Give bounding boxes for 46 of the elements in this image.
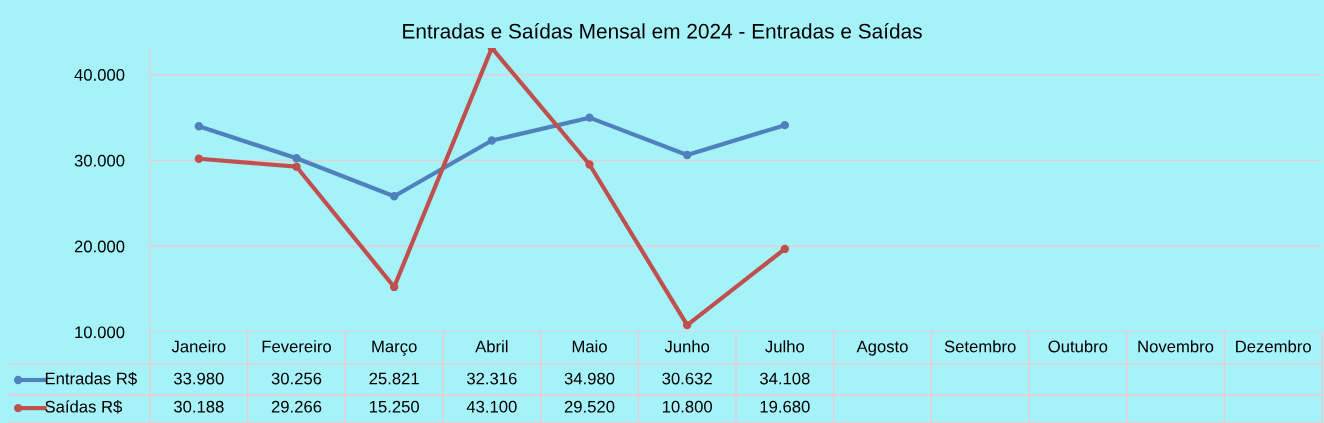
x-tick-label: Janeiro <box>171 340 226 353</box>
data-label: 34.980 <box>564 372 615 385</box>
point <box>585 160 594 169</box>
data-label: 25.821 <box>369 372 419 385</box>
y-tick-label: 30.000 <box>74 154 125 167</box>
point <box>194 154 204 163</box>
data-label: 34.108 <box>759 372 810 385</box>
point <box>585 113 594 122</box>
y-tick-label: 40.000 <box>74 69 125 81</box>
x-tick-label: Novembro <box>1138 340 1214 353</box>
data-label: 10.800 <box>662 400 713 413</box>
data-label: 30.632 <box>662 372 712 385</box>
x-tick-label: Março <box>372 340 417 356</box>
data-label: 15.250 <box>369 400 420 413</box>
point <box>389 192 399 201</box>
point <box>682 150 692 160</box>
x-tick-label: Abril <box>475 340 508 353</box>
data-label: 30.188 <box>173 400 224 413</box>
point <box>389 282 399 292</box>
point <box>780 244 790 254</box>
x-tick-label: Setembro <box>944 340 1016 353</box>
data-label: 33.980 <box>173 372 224 385</box>
data-label: 43.100 <box>466 400 517 413</box>
point <box>292 162 301 171</box>
chart-title: Entradas e Saídas Mensal em 2024 - Entradas e Saídas <box>403 23 922 39</box>
x-tick-label: Dezembro <box>1236 340 1311 353</box>
y-tick-label: 10.000 <box>75 326 125 339</box>
data-label: 32.316 <box>466 372 517 385</box>
legend-label: Entradas R$ <box>45 371 137 386</box>
point <box>682 320 692 330</box>
y-tick-label: 20.000 <box>74 240 125 253</box>
x-tick-label: Outubro <box>1048 340 1108 353</box>
point <box>487 136 497 145</box>
point <box>780 120 790 130</box>
legend-label: Saídas R$ <box>45 400 123 414</box>
x-tick-label: Agosto <box>856 340 908 356</box>
point <box>194 122 204 131</box>
x-tick-label: Fevereiro <box>262 340 331 353</box>
x-tick-label: Junho <box>664 340 710 353</box>
data-label: 29.266 <box>271 400 322 413</box>
data-label: 29.520 <box>564 400 615 413</box>
data-label: 19.680 <box>760 400 810 413</box>
x-tick-label: Maio <box>572 340 607 353</box>
point <box>292 154 301 163</box>
x-tick-label: Julho <box>765 340 805 353</box>
data-label: 30.256 <box>271 372 322 385</box>
